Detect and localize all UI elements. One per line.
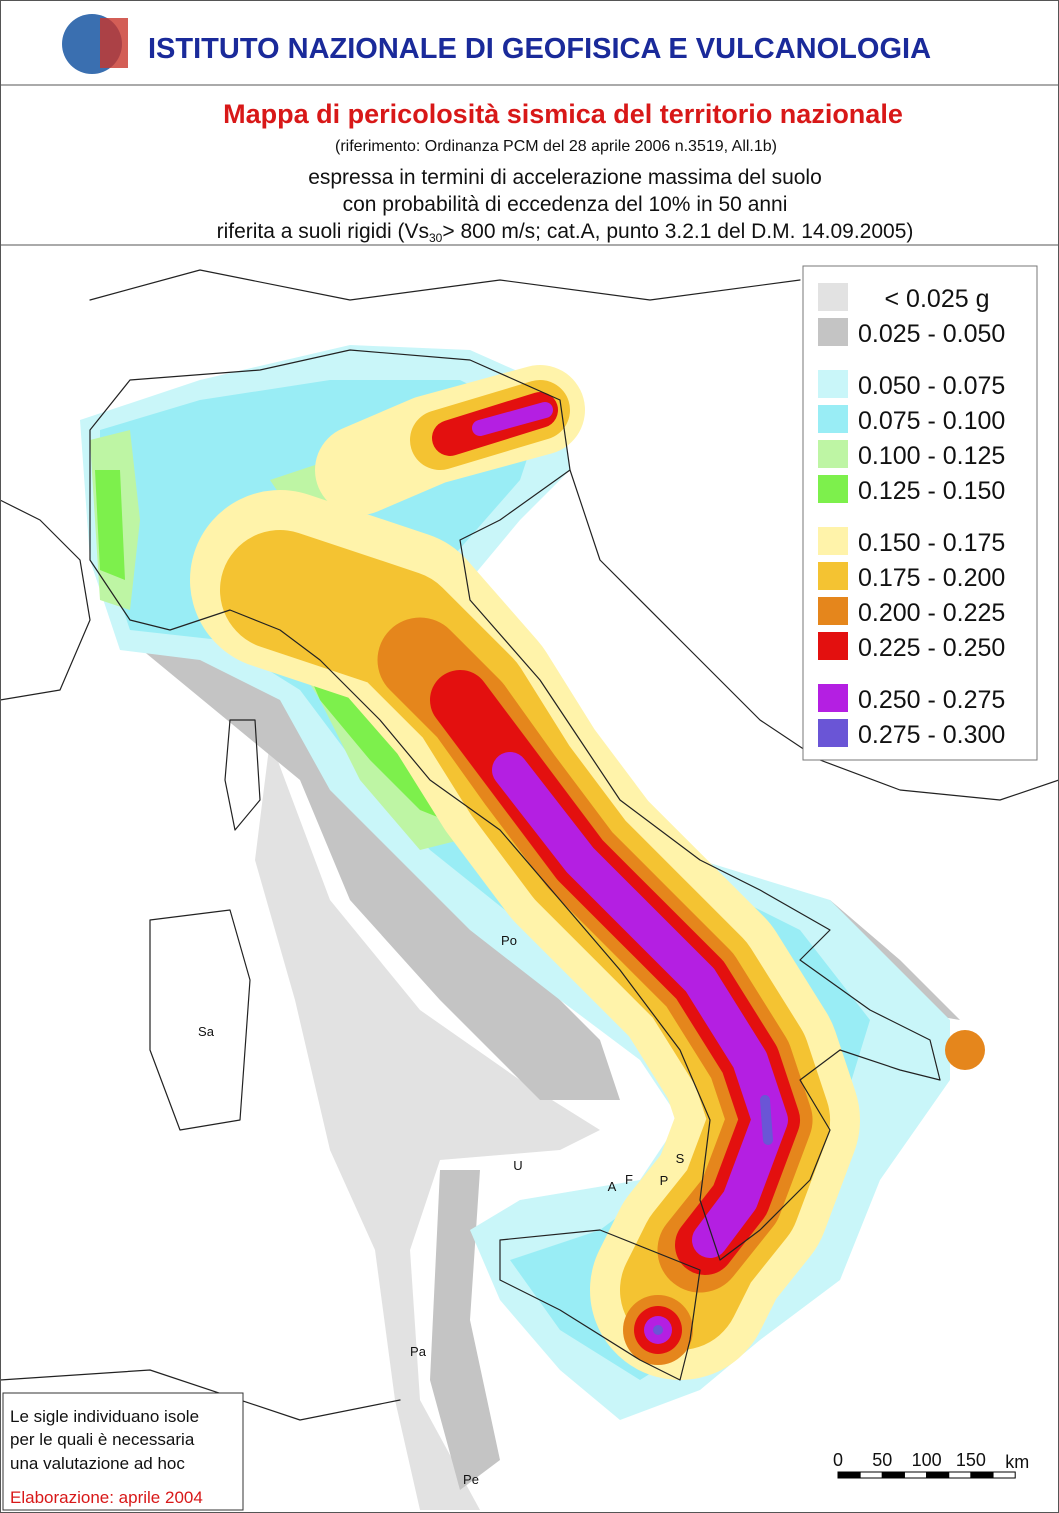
subtitle-line: espressa in termini di accelerazione mas… xyxy=(308,166,822,189)
legend-swatch xyxy=(818,719,848,747)
note-box xyxy=(2,1392,244,1511)
island-label: S xyxy=(676,1151,685,1166)
legend-label: < 0.025 g xyxy=(885,285,990,313)
island-labels: Sa Po U S A F P Pa Pe xyxy=(198,933,685,1487)
legend-label: 0.175 - 0.200 xyxy=(858,564,1005,592)
island-label: F xyxy=(625,1172,633,1187)
subtitle-line: con probabilità di eccedenza del 10% in … xyxy=(343,193,788,216)
island-label: Po xyxy=(501,933,517,948)
scale-segment xyxy=(859,1471,883,1479)
scale-segment xyxy=(948,1471,972,1479)
island-label: Sa xyxy=(198,1024,215,1039)
legend-label: 0.075 - 0.100 xyxy=(858,407,1005,435)
note-line: per le quali è necessaria xyxy=(10,1430,195,1449)
island-label: A xyxy=(608,1179,617,1194)
note-line: una valutazione ad hoc xyxy=(10,1454,185,1473)
legend-swatch xyxy=(818,684,848,712)
note-line: Le sigle individuano isole xyxy=(10,1407,199,1426)
legend-swatch xyxy=(818,440,848,468)
legend-swatch xyxy=(818,632,848,660)
scale-unit: km xyxy=(1005,1452,1029,1472)
scale-segment xyxy=(926,1471,950,1479)
scale-segment xyxy=(837,1471,861,1479)
map: Sa Po U S A F P Pa Pe xyxy=(0,269,1059,1510)
legend-swatch xyxy=(818,475,848,503)
map-title: Mappa di pericolosità sismica del territ… xyxy=(223,99,903,129)
scale-bar: 0 50 100 150 km xyxy=(833,1450,1029,1479)
legend-box xyxy=(802,265,1038,761)
scale-segment xyxy=(881,1471,905,1479)
legend-label: 0.225 - 0.250 xyxy=(858,634,1005,662)
hazard-band xyxy=(190,365,985,1380)
coastline xyxy=(0,269,1059,1421)
legend-label: 0.275 - 0.300 xyxy=(858,721,1005,749)
legend-label: 0.200 - 0.225 xyxy=(858,599,1005,627)
reference: (riferimento: Ordinanza PCM del 28 april… xyxy=(335,138,777,155)
legend-swatch xyxy=(818,562,848,590)
zone xyxy=(255,740,600,1510)
scale-segment xyxy=(970,1471,994,1479)
legend-label: 0.125 - 0.150 xyxy=(858,477,1005,505)
legend-swatch xyxy=(818,405,848,433)
legend-swatch xyxy=(818,527,848,555)
legend-swatch xyxy=(818,318,848,346)
note: Le sigle individuano isole per le quali … xyxy=(2,1392,244,1511)
text: riferita a suoli rigidi (Vs xyxy=(217,220,429,243)
logo xyxy=(100,18,128,68)
legend-label: 0.150 - 0.175 xyxy=(858,529,1005,557)
island-label: Pa xyxy=(410,1344,427,1359)
legend-swatch xyxy=(818,283,848,311)
scale-label: 100 xyxy=(912,1450,942,1470)
scale-label: 0 xyxy=(833,1450,843,1470)
island-label: Pe xyxy=(463,1472,479,1487)
scale-segment xyxy=(903,1471,928,1479)
zone xyxy=(95,470,470,830)
legend-label: 0.250 - 0.275 xyxy=(858,686,1005,714)
legend-label: 0.025 - 0.050 xyxy=(858,320,1005,348)
date: Elaborazione: aprile 2004 xyxy=(10,1488,203,1507)
subscript: 30 xyxy=(429,231,443,245)
legend-swatch xyxy=(818,370,848,398)
legend-label: 0.100 - 0.125 xyxy=(858,442,1005,470)
institute-name: ISTITUTO NAZIONALE DI GEOFISICA E VULCAN… xyxy=(148,33,931,65)
scale-label: 50 xyxy=(872,1450,892,1470)
island-label: P xyxy=(660,1173,669,1188)
legend-label: 0.050 - 0.075 xyxy=(858,372,1005,400)
island-label: U xyxy=(513,1158,522,1173)
scale-segment xyxy=(992,1471,1016,1479)
legend: < 0.025 g 0.025 - 0.050 0.050 - 0.075 0.075… xyxy=(802,265,1038,761)
text: > 800 m/s; cat.A, punto 3.2.1 del D.M. 1… xyxy=(442,220,913,243)
scale-label: 150 xyxy=(956,1450,986,1470)
legend-swatch xyxy=(818,597,848,625)
subtitle-line: riferita a suoli rigidi (Vs30> 800 m/s; … xyxy=(217,220,914,245)
